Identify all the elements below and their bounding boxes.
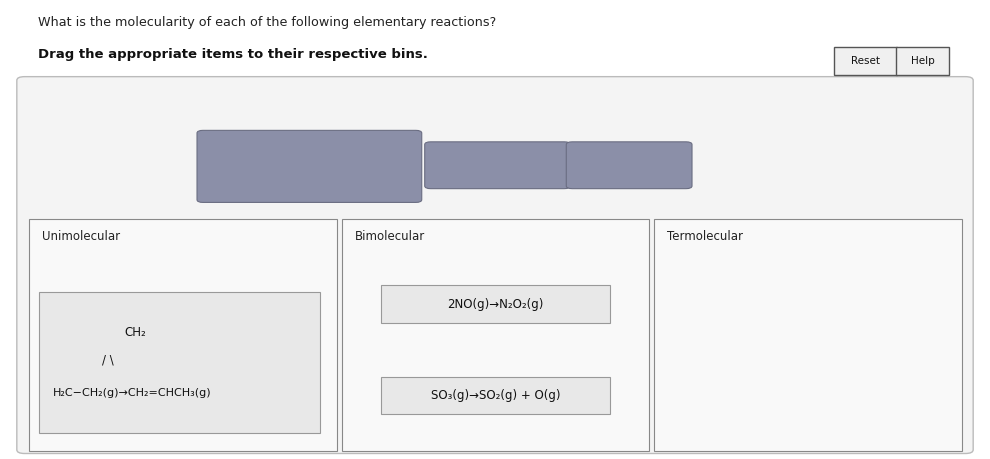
Text: Drag the appropriate items to their respective bins.: Drag the appropriate items to their resp…: [38, 48, 428, 61]
Text: Unimolecular: Unimolecular: [42, 230, 120, 242]
FancyBboxPatch shape: [425, 142, 570, 189]
FancyBboxPatch shape: [381, 377, 610, 414]
Text: 2NO(g)→N₂O₂(g): 2NO(g)→N₂O₂(g): [447, 297, 544, 311]
Text: Termolecular: Termolecular: [667, 230, 743, 242]
FancyBboxPatch shape: [197, 130, 422, 202]
Text: / \: / \: [102, 353, 114, 366]
Text: Bimolecular: Bimolecular: [354, 230, 425, 242]
FancyBboxPatch shape: [29, 219, 337, 451]
FancyBboxPatch shape: [834, 47, 897, 75]
Text: What is the molecularity of each of the following elementary reactions?: What is the molecularity of each of the …: [38, 16, 496, 29]
FancyBboxPatch shape: [17, 77, 973, 453]
Text: Reset: Reset: [850, 56, 880, 66]
Text: H₂C−CH₂(g)→CH₂=CHCH₃(g): H₂C−CH₂(g)→CH₂=CHCH₃(g): [52, 388, 211, 398]
FancyBboxPatch shape: [342, 219, 649, 451]
Text: CH₂: CH₂: [124, 326, 146, 339]
FancyBboxPatch shape: [39, 292, 320, 433]
FancyBboxPatch shape: [654, 219, 962, 451]
Text: SO₃(g)→SO₂(g) + O(g): SO₃(g)→SO₂(g) + O(g): [431, 389, 560, 403]
FancyBboxPatch shape: [566, 142, 692, 189]
FancyBboxPatch shape: [381, 285, 610, 323]
Text: Help: Help: [911, 56, 935, 66]
FancyBboxPatch shape: [896, 47, 949, 75]
